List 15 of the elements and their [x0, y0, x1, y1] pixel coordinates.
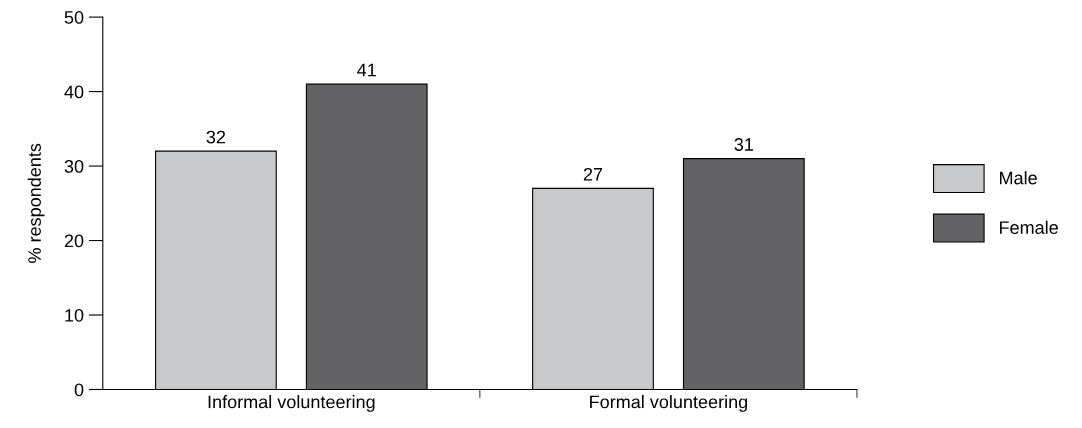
y-tick-label: 50: [64, 11, 84, 24]
data-label: 27: [583, 167, 603, 181]
y-axis-title: % respondents: [27, 143, 45, 263]
legend-label: Female: [1000, 220, 1058, 234]
y-tick-label: 20: [64, 234, 84, 248]
data-label: 41: [357, 63, 376, 77]
x-tick-label: Formal volunteering: [590, 395, 748, 412]
legend-label: Male: [1000, 171, 1037, 185]
y-tick-label: 0: [74, 383, 84, 397]
y-tick-label: 10: [65, 308, 84, 322]
y-tick-label: 40: [64, 85, 84, 99]
data-label: 32: [206, 130, 226, 144]
x-tick-label: Informal volunteering: [208, 395, 375, 412]
y-tick-label: 30: [64, 160, 84, 173]
data-label: 31: [734, 138, 753, 151]
